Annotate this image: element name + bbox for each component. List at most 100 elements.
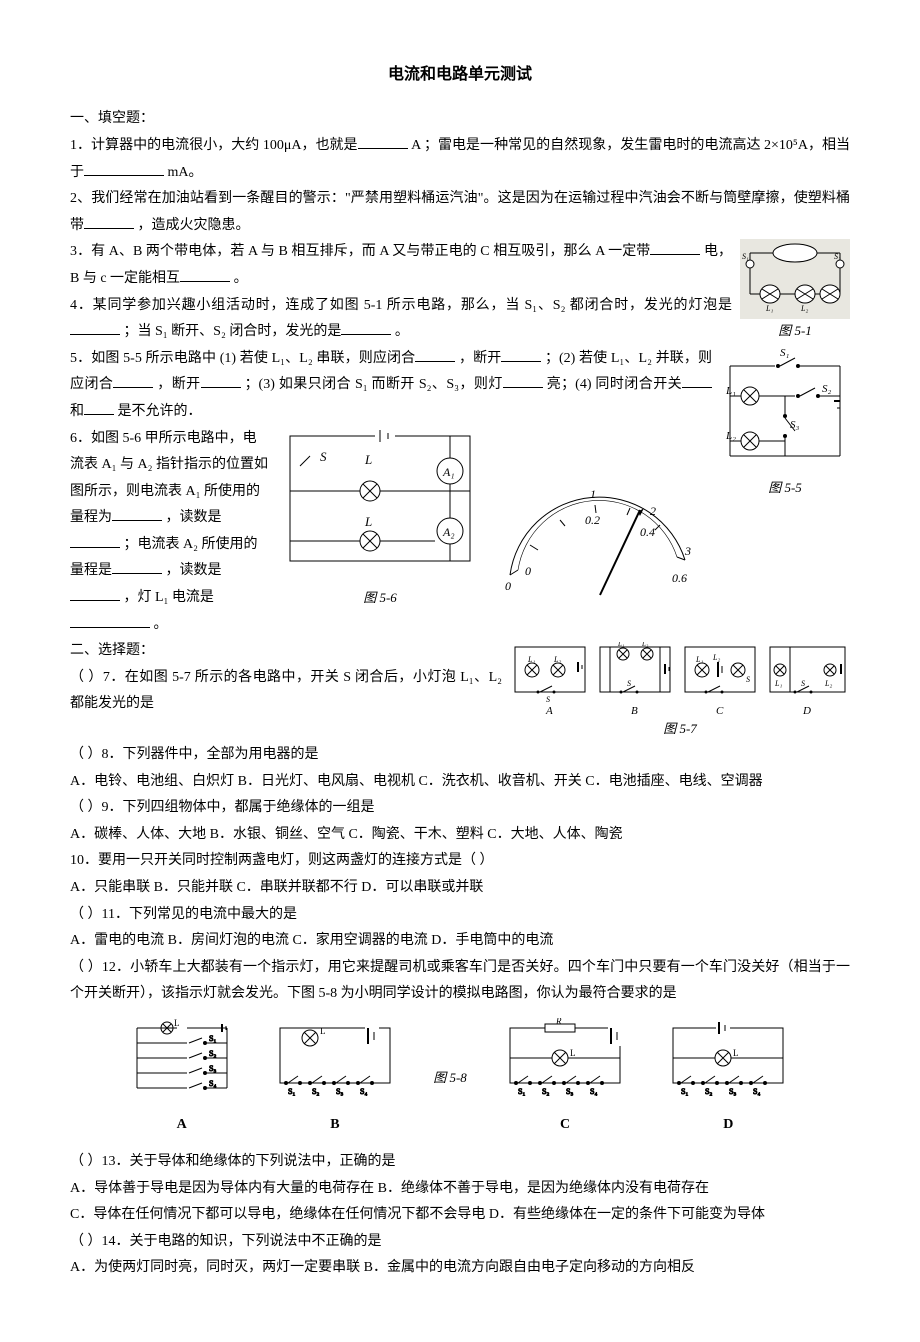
question-8: （ ）8．下列器件中，全部为用电器的是 [70,742,850,769]
q5-blank2[interactable] [501,347,541,362]
figure-5-1-caption: 图 5-1 [740,319,850,344]
question-10: 10．要用一只开关同时控制两盏电灯，则这两盏灯的连接方式是（ ） [70,848,850,875]
svg-text:0.4: 0.4 [640,525,655,539]
figure-5-6: S L A₁ L [280,426,480,611]
q3-text-a: 3．有 A、B 两个带电体，若 A 与 B 相互排斥，而 A 又与带正电的 C … [70,244,650,259]
q6-blank3[interactable] [112,559,162,574]
question-12: （ ）12．小轿车上大都装有一个指示灯，用它来提醒司机或乘客车门是否关好。四个车… [70,955,850,1008]
question-13: （ ）13．关于导体和绝缘体的下列说法中，正确的是 [70,1149,850,1176]
svg-text:S₃: S₃ [336,1087,343,1096]
svg-text:L₁: L₁ [774,679,782,688]
svg-text:S₄: S₄ [753,1087,760,1096]
svg-text:L₁: L₁ [527,655,535,664]
q5-blank3[interactable] [113,373,153,388]
svg-text:A₁: A₁ [442,465,455,479]
svg-text:S₂: S₂ [834,252,841,261]
svg-text:0.6: 0.6 [672,571,687,585]
question-10-options: A．只能串联 B．只能并联 C．串联并联都不行 D．可以串联或并联 [70,875,850,902]
svg-text:S₁: S₁ [288,1087,295,1096]
q1-blank1[interactable] [358,134,408,149]
svg-text:L: L [733,1048,739,1058]
svg-text:A₂: A₂ [442,525,455,539]
q5-blank1[interactable] [415,347,455,362]
q5-text-b: ，断开 [459,351,501,366]
svg-text:L₂: L₂ [712,653,720,662]
option-b-label: B [270,1112,400,1139]
figure-5-1: S₁ S₂ L₁ L₂ 图 5-1 [740,239,850,344]
svg-text:L₂: L₂ [641,642,649,648]
question-6-block: 6．如图 5-6 甲所示电路中，电流表 A₁ 与 A₂ 指针指示的位置如图所示，… [70,426,712,639]
svg-text:L₂: L₂ [725,430,736,442]
question-13-options-b: C．导体在任何情况下都可以导电，绝缘体在任何情况下都不会导电 D．有些绝缘体在一… [70,1202,850,1229]
figure-5-7: L₁ L₂ S A L₁ L₂ S B L₁ L₂ [510,642,850,742]
q4-blank2[interactable] [341,320,391,335]
svg-text:L₁: L₁ [765,304,773,313]
figure-5-8-d: L S₁ S₂ S₃ S₄ D [663,1018,793,1139]
svg-text:S₁: S₁ [681,1087,688,1096]
meter-dial: 1 2 0.2 0.4 3 0.6 0 0 [490,470,700,611]
question-14-options: A．为使两灯同时亮，同时灭，两灯一定要串联 B．金属中的电流方向跟自由电子定向移… [70,1255,850,1282]
figure-5-5: S₁ L₁ S₂ S₃ L₂ 图 5-5 [720,346,850,501]
svg-text:0: 0 [505,579,511,593]
q1-blank2[interactable] [84,161,164,176]
svg-text:S₃: S₃ [566,1087,573,1096]
svg-text:S₄: S₄ [209,1079,216,1088]
question-3: 3．有 A、B 两个带电体，若 A 与 B 相互排斥，而 A 又与带正电的 C … [70,239,850,292]
q6-blank4[interactable] [70,586,120,601]
svg-text:L: L [320,1026,326,1036]
q1-text-a: 1．计算器中的电流很小，大约 100μA，也就是 [70,138,358,153]
q2-text-b: ，造成火灾隐患。 [138,218,250,233]
svg-text:S₁: S₁ [209,1034,216,1043]
svg-text:S: S [320,449,327,464]
question-9: （ ）9．下列四组物体中，都属于绝缘体的一组是 [70,795,850,822]
svg-text:B: B [631,705,638,717]
figure-5-8: L S₁ S₂ S₃ S₄ A L S₁ S₂ S₃ [110,1018,810,1139]
svg-text:S₁: S₁ [742,252,749,261]
svg-text:L₁: L₁ [725,385,736,397]
svg-text:A: A [545,705,553,717]
q3-blank1[interactable] [650,240,700,255]
q6-blank5[interactable] [70,613,150,628]
figure-5-5-caption: 图 5-5 [720,476,850,501]
svg-text:S₂: S₂ [542,1087,549,1096]
figure-5-8-b: L S₁ S₂ S₃ S₄ B [270,1018,400,1139]
svg-text:3: 3 [684,544,691,558]
figure-5-7-caption: 图 5-7 [510,717,850,742]
svg-text:C: C [716,705,724,717]
svg-text:L₁: L₁ [695,655,703,664]
option-a-label: A [127,1112,237,1139]
svg-text:S₂: S₂ [705,1087,712,1096]
svg-text:D: D [802,705,811,717]
svg-text:S: S [746,675,750,684]
q6-blank2[interactable] [70,533,120,548]
question-9-options: A．碳棒、人体、大地 B．水银、铜丝、空气 C．陶瓷、干木、塑料 C．大地、人体… [70,822,850,849]
q4-blank1[interactable] [70,320,120,335]
section-1-header: 一、填空题： [70,106,850,133]
question-8-options: A．电铃、电池组、白炽灯 B．日光灯、电风扇、电视机 C．洗衣机、收音机、开关 … [70,769,850,796]
q5-blank6[interactable] [682,373,712,388]
svg-text:S₃: S₃ [790,419,800,431]
q5-blank4[interactable] [201,373,241,388]
q6-blank1[interactable] [112,506,162,521]
figure-5-8-c: R L S₁ S₂ S₃ S₄ C [500,1018,630,1139]
question-14: （ ）14．关于电路的知识，下列说法中不正确的是 [70,1229,850,1256]
option-d-label: D [663,1112,793,1139]
svg-text:L: L [570,1048,576,1058]
q6-text-e: ，灯 L₁ 电流是 [124,590,214,605]
svg-text:S₃: S₃ [729,1087,736,1096]
q2-blank[interactable] [84,214,134,229]
q3-blank2[interactable] [180,267,230,282]
svg-text:S: S [627,679,631,688]
figure-5-8-caption: 图 5-8 [433,1066,467,1091]
q5-blank7[interactable] [84,400,114,415]
question-2: 2、我们经常在加油站看到一条醒目的警示："严禁用塑料桶运汽油"。这是因为在运输过… [70,186,850,239]
svg-text:S₂: S₂ [312,1087,319,1096]
svg-text:L: L [174,1018,180,1028]
q5-blank5[interactable] [503,373,543,388]
question-1: 1．计算器中的电流很小，大约 100μA，也就是 A ；雷电是一种常见的自然现象… [70,133,850,186]
figure-5-8-a: L S₁ S₂ S₃ S₄ A [127,1018,237,1139]
svg-text:L: L [364,452,372,467]
question-11-options: A．雷电的电流 B．房间灯泡的电流 C．家用空调器的电流 D．手电筒中的电流 [70,928,850,955]
q4-text-a: 4．某同学参加兴趣小组活动时，连成了如图 5-1 所示电路，那么，当 S₁、S₂… [70,298,732,313]
svg-text:S₁: S₁ [518,1087,525,1096]
